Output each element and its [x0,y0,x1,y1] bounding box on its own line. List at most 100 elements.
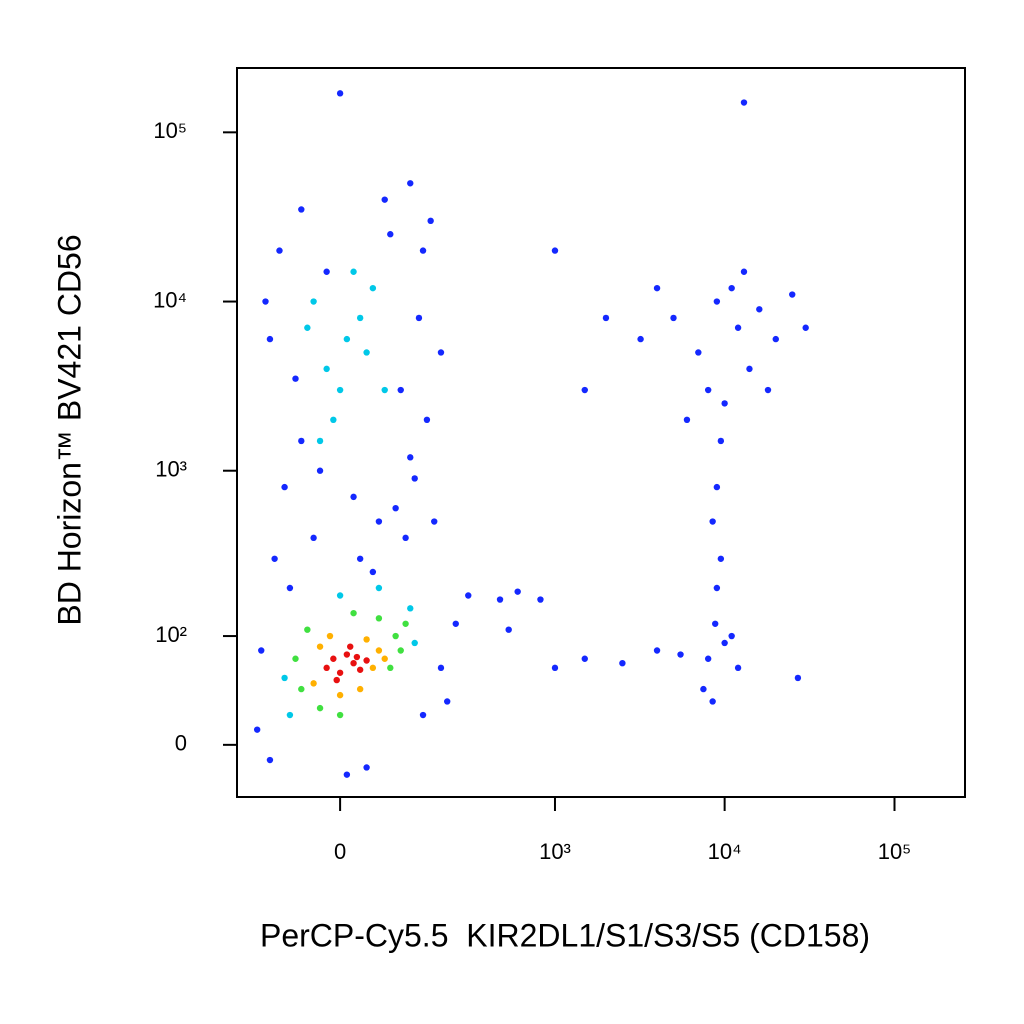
data-point [350,609,357,617]
data-point [496,596,504,603]
x-tick-label: 0 [334,839,346,864]
data-point [411,639,418,647]
data-point [353,653,361,661]
data-point [336,691,344,699]
data-point [369,284,377,292]
data-point [802,324,809,331]
data-point [721,400,728,407]
data-point [397,386,404,394]
data-point [700,685,707,693]
x-tick-label: 10⁴ [708,839,742,864]
data-point [323,365,330,373]
data-point [304,324,311,331]
data-point [764,386,772,394]
points [253,90,809,778]
data-point [310,534,317,542]
data-point [789,291,796,298]
data-point [717,437,725,445]
data-point [326,632,334,640]
data-point [375,615,383,622]
data-point [407,454,414,461]
data-point [336,386,344,394]
data-point [286,711,294,719]
data-point [619,659,626,667]
data-point [276,247,283,254]
data-point [746,365,753,373]
data-point [402,534,409,542]
data-point [415,314,423,322]
data-point [375,584,383,592]
data-point [381,386,388,394]
y-axis-title: BD Horizon™ BV421 CD56 [51,234,87,625]
data-point [794,674,802,682]
data-point [375,518,383,525]
data-point [704,386,712,394]
data-point [407,605,414,612]
data-point [323,268,330,275]
data-point [709,518,716,525]
data-point [387,231,394,238]
data-point [350,659,357,667]
data-point [717,555,725,562]
data-point [310,680,317,687]
data-point [343,651,351,658]
data-point [427,217,434,225]
data-point [465,592,472,599]
data-point [397,647,404,654]
data-point [336,711,344,719]
plot-frame [236,67,966,798]
data-point [330,416,337,424]
data-point [423,416,431,424]
data-point [407,180,414,187]
data-point [452,620,459,627]
data-point [437,349,445,356]
data-point [381,655,388,662]
data-point [683,416,691,424]
data-point [304,626,311,633]
data-point [653,284,661,292]
data-point [392,504,399,512]
data-point [602,314,610,322]
data-point [411,475,418,482]
data-point [258,647,265,654]
data-point [363,764,370,771]
data-point [333,676,340,684]
data-point [336,669,344,676]
data-point [712,620,719,627]
y-tick-label: 10² [155,622,187,647]
data-point [709,698,716,705]
data-point [728,632,735,640]
data-point [336,592,344,599]
data-point [262,298,269,305]
data-point [292,375,299,382]
data-point [713,483,721,491]
data-point [266,335,274,343]
data-point [330,655,337,662]
data-point [350,493,357,501]
data-point [505,626,512,633]
data-point [375,647,383,654]
data-point [740,268,748,275]
data-point [310,298,317,305]
x-axis-title: PerCP-Cy5.5 KIR2DL1/S1/S3/S5 (CD158) [260,917,870,953]
data-point [551,247,559,254]
data-point [704,655,712,662]
data-point [734,664,742,672]
data-point [514,588,521,595]
data-point [363,657,370,664]
data-point [281,674,288,682]
data-point [444,698,451,705]
data-point [343,771,351,778]
data-point [387,664,394,672]
data-point [653,647,661,654]
data-point [695,349,702,356]
data-point [369,568,377,576]
data-point [537,596,544,603]
data-point [253,726,261,733]
data-point [721,639,728,647]
y-tick-label: 0 [175,731,187,756]
data-point [734,324,742,331]
data-point [551,664,559,672]
data-point [363,349,370,356]
data-point [728,284,735,292]
